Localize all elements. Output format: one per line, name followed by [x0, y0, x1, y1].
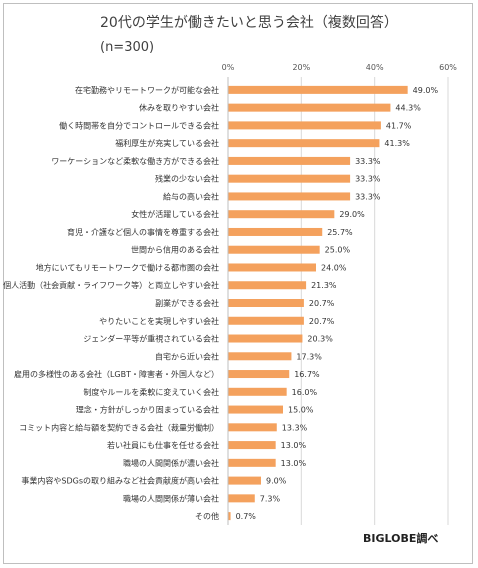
- category-label: 福利厚生が充実している会社: [115, 138, 219, 148]
- x-tick-label: 40%: [366, 63, 384, 72]
- value-label: 24.0%: [321, 263, 347, 272]
- category-label: ジェンダー平等が重視されている会社: [83, 334, 219, 344]
- bar: [228, 281, 307, 290]
- bar: [228, 512, 231, 521]
- value-label: 13.0%: [281, 441, 307, 450]
- category-label: 雇用の多様性のある会社（LGBT・障害者・外国人など）: [14, 369, 219, 379]
- value-label: 9.0%: [266, 477, 287, 486]
- bar: [228, 458, 276, 467]
- category-label: その他: [195, 511, 219, 521]
- category-label: 事業内容やSDGsの取り組みなど社会貢献度が高い会社: [21, 476, 219, 486]
- value-label: 25.7%: [327, 228, 353, 237]
- value-label: 20.3%: [307, 335, 333, 344]
- category-label: 個人活動（社会貢献・ライフワーク等）と両立しやすい会社: [3, 280, 219, 290]
- category-label: 残業の少ない会社: [155, 174, 219, 184]
- value-label: 13.3%: [282, 423, 308, 432]
- value-label: 16.0%: [292, 388, 318, 397]
- bar: [228, 316, 304, 325]
- category-label: コミット内容と給与額を契約できる会社（裁量労働制）: [19, 422, 219, 432]
- category-label: 職場の人間関係が濃い会社: [123, 458, 219, 468]
- value-label: 33.3%: [355, 175, 381, 184]
- category-label: 制度やルールを柔軟に変えていく会社: [83, 387, 219, 397]
- value-label: 41.7%: [386, 121, 412, 130]
- bar: [228, 423, 277, 432]
- category-label: 休みを取りやすい会社: [139, 103, 219, 113]
- category-label: 若い社員にも仕事を任せる会社: [107, 440, 219, 450]
- source-credit: BIGLOBE調べ: [363, 532, 439, 545]
- bar: [228, 263, 316, 272]
- bar: [228, 370, 290, 379]
- category-label: 育児・介護など個人の事情を尊重する会社: [67, 227, 219, 237]
- value-label: 33.3%: [355, 192, 381, 201]
- bar: [228, 405, 283, 414]
- value-label: 21.3%: [311, 281, 337, 290]
- value-label: 15.0%: [288, 406, 314, 415]
- bar: [228, 299, 304, 307]
- bar: [228, 85, 408, 94]
- x-tick-label: 20%: [292, 63, 310, 72]
- bar: [228, 121, 381, 130]
- value-label: 33.3%: [355, 157, 381, 166]
- value-label: 7.3%: [260, 494, 281, 503]
- chart-subtitle: (n=300): [100, 40, 155, 55]
- bar: [228, 334, 303, 343]
- value-label: 16.7%: [294, 370, 320, 379]
- bar: [228, 192, 351, 201]
- category-label: 女性が活躍している会社: [131, 209, 219, 219]
- category-label: 働く時間帯を自分でコントロールできる会社: [59, 120, 219, 130]
- value-label: 44.3%: [395, 104, 421, 113]
- bar: [228, 441, 276, 450]
- category-label: 理念・方針がしっかり固まっている会社: [76, 405, 219, 415]
- value-label: 20.7%: [309, 299, 335, 308]
- value-label: 13.0%: [281, 459, 307, 468]
- value-label: 17.3%: [296, 352, 322, 361]
- category-label: 世間から信用のある会社: [131, 245, 219, 255]
- category-label: 副業ができる会社: [155, 298, 219, 308]
- bar: [228, 245, 320, 254]
- value-label: 29.0%: [339, 210, 365, 219]
- value-label: 41.3%: [384, 139, 410, 148]
- bar: [228, 156, 351, 165]
- category-label: 自宅から近い会社: [155, 351, 219, 361]
- value-label: 25.0%: [325, 246, 351, 255]
- category-label: ワーケーションなど柔軟な働き方ができる会社: [51, 156, 219, 166]
- bar: [228, 387, 287, 396]
- category-label: 在宅勤務やリモートワークが可能な会社: [75, 85, 219, 95]
- bar: [228, 174, 351, 183]
- value-label: 20.7%: [309, 317, 335, 326]
- category-label: やりたいことを実現しやすい会社: [99, 316, 219, 326]
- bar: [228, 227, 323, 236]
- bar: [228, 103, 391, 112]
- category-label: 地方にいてもリモートワークで働ける都市圏の会社: [36, 262, 219, 272]
- bar: [228, 494, 255, 503]
- value-label: 49.0%: [413, 86, 439, 95]
- x-tick-label: 0%: [222, 63, 235, 72]
- bar: [228, 210, 335, 219]
- x-tick-label: 60%: [439, 63, 457, 72]
- bar: [228, 352, 292, 361]
- value-label: 0.7%: [236, 512, 257, 521]
- chart-title: 20代の学生が働きたいと思う会社（複数回答）: [100, 15, 398, 31]
- bar: [228, 139, 380, 148]
- category-label: 職場の人間関係が薄い会社: [123, 493, 219, 503]
- bar: [228, 476, 261, 485]
- category-label: 給与の高い会社: [163, 191, 219, 201]
